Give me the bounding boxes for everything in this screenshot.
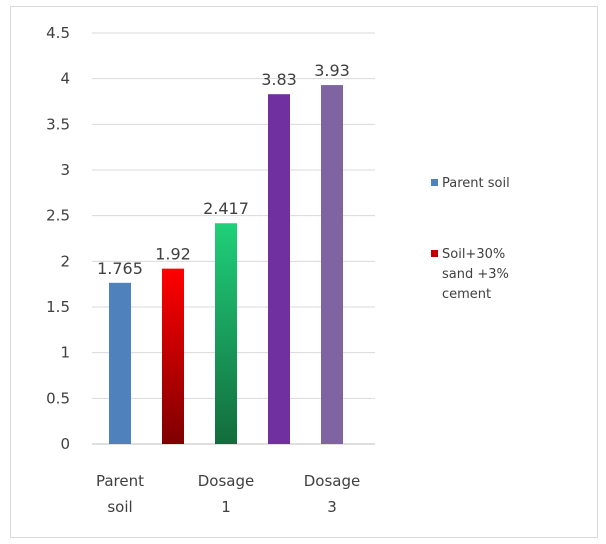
y-tick-label: 2.5 — [46, 207, 70, 225]
y-tick-label: 1 — [60, 344, 70, 362]
legend-swatch — [431, 179, 438, 186]
chart-frame — [10, 6, 598, 538]
y-tick-label: 3.5 — [46, 115, 70, 133]
data-label: 2.417 — [203, 199, 249, 218]
y-tick-label: 4 — [60, 70, 70, 88]
x-axis-labels: Parent soil Dosage 1 Dosage 3 — [96, 472, 360, 516]
data-label: 1.765 — [97, 259, 143, 278]
x-tick-label: Parent soil — [96, 472, 144, 516]
legend-swatch — [431, 250, 438, 257]
bars — [109, 85, 343, 445]
x-tick-label: Dosage 1 — [198, 472, 254, 516]
y-tick-label: 2 — [60, 252, 70, 270]
bar — [215, 223, 237, 444]
data-label: 1.92 — [155, 245, 191, 264]
y-tick-label: 3 — [60, 161, 70, 179]
data-label: 3.93 — [314, 61, 350, 80]
y-tick-label: 0 — [60, 435, 70, 453]
data-labels: 1.765 1.92 2.417 3.83 3.93 — [97, 61, 350, 278]
data-label: 3.83 — [261, 70, 297, 89]
y-tick-label: 0.5 — [46, 389, 70, 407]
y-axis-ticks: 0 0.5 1 1.5 2 2.5 3 3.5 4 4.5 — [46, 24, 70, 453]
bar — [321, 85, 343, 444]
legend: Parent soil Soil+30% sand +3% cement — [431, 176, 510, 302]
y-tick-label: 4.5 — [46, 24, 70, 42]
bar — [162, 268, 184, 444]
x-tick-label: Dosage 3 — [304, 472, 360, 516]
y-tick-label: 1.5 — [46, 298, 70, 316]
bar — [109, 282, 131, 444]
bar — [268, 94, 290, 445]
legend-label: Soil+30% sand +3% cement — [442, 247, 509, 302]
legend-label: Parent soil — [442, 176, 510, 191]
